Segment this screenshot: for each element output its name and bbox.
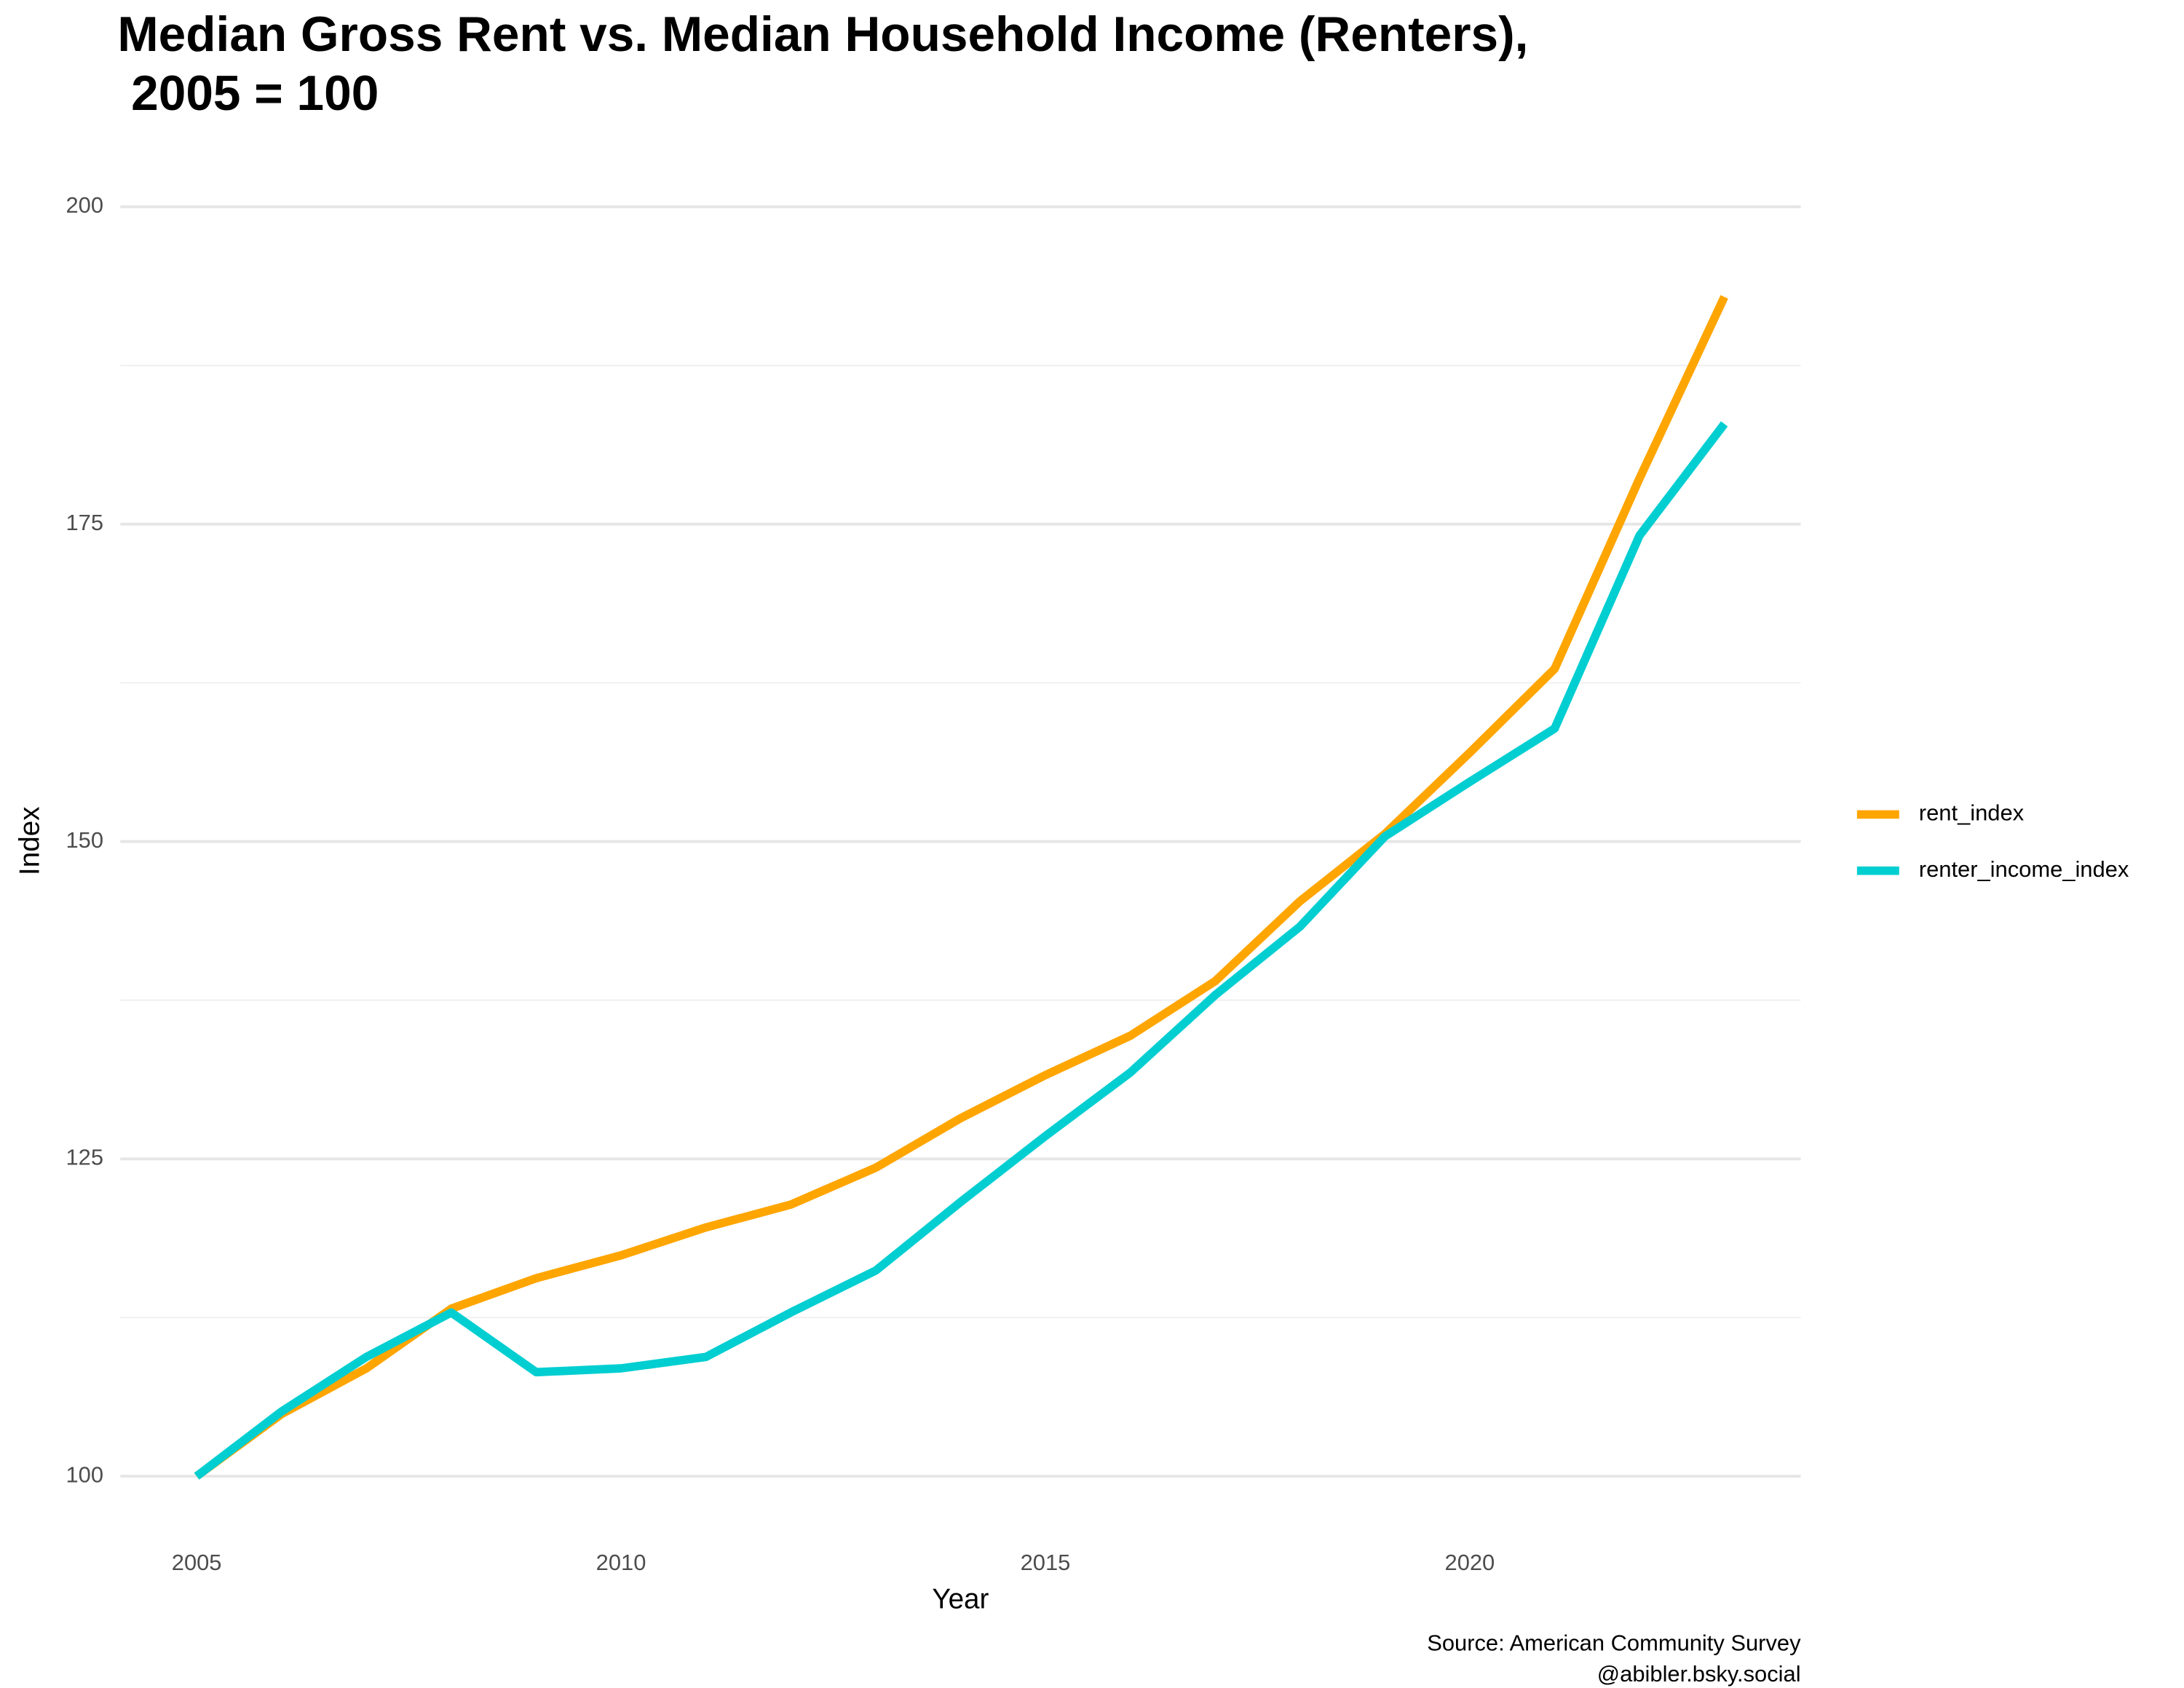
y-tick-label: 200 bbox=[66, 192, 103, 218]
legend-label: rent_index bbox=[1919, 800, 2025, 826]
chart-title: Median Gross Rent vs. Median Household I… bbox=[117, 7, 1528, 62]
y-axis-label: Index bbox=[15, 807, 46, 876]
chart-title: 2005 = 100 bbox=[117, 66, 379, 121]
caption: Source: American Community Survey bbox=[1427, 1630, 1801, 1655]
y-tick-label: 100 bbox=[66, 1462, 103, 1487]
legend-label: renter_income_index bbox=[1919, 856, 2129, 882]
caption: @abibler.bsky.social bbox=[1597, 1661, 1801, 1687]
line bbox=[194, 421, 1728, 1480]
y-tick-label: 150 bbox=[66, 827, 103, 853]
x-axis-label: Year bbox=[932, 1583, 989, 1614]
y-tick-label: 175 bbox=[66, 510, 103, 535]
x-tick-label: 2010 bbox=[596, 1550, 646, 1575]
x-tick-label: 2020 bbox=[1445, 1550, 1495, 1575]
y-tick-label: 125 bbox=[66, 1145, 103, 1170]
x-tick-label: 2005 bbox=[172, 1550, 222, 1575]
x-tick-label: 2015 bbox=[1021, 1550, 1071, 1575]
